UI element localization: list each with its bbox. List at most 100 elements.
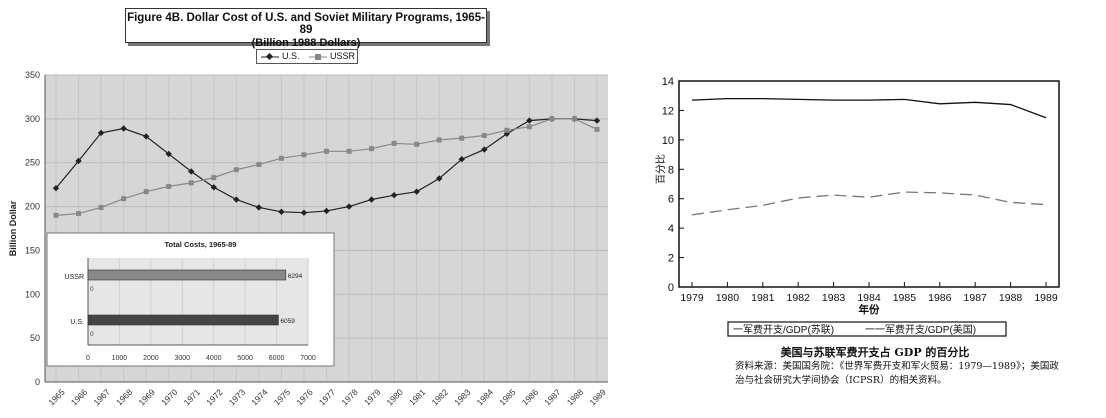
left-x-tick-label: 1975 — [272, 387, 293, 408]
right-x-tick-label: 1984 — [857, 292, 881, 304]
ussr-data-point — [53, 212, 59, 218]
legend-label-ussr: USSR — [330, 51, 356, 61]
right-legend-box — [727, 321, 1007, 337]
left-x-tick-label: 1983 — [452, 387, 473, 408]
left-chart-title-box: Figure 4B. Dollar Cost of U.S. and Sovie… — [125, 8, 487, 49]
right-x-tick-label: 1989 — [1034, 292, 1058, 304]
ussr-gdp-series-line — [691, 98, 1047, 119]
left-x-tick-label: 1974 — [249, 387, 270, 408]
us-gdp-series-line — [691, 191, 1047, 216]
right-y-tick-label: 12 — [662, 105, 674, 117]
right-y-tick-label: 0 — [668, 282, 674, 294]
right-x-tick-label: 1981 — [751, 292, 775, 304]
ussr-data-point — [143, 189, 149, 195]
inset-x-tick-label: 0 — [86, 355, 90, 362]
left-x-tick-label: 1988 — [565, 387, 586, 408]
ussr-data-point — [278, 155, 284, 161]
ussr-data-point — [324, 148, 329, 154]
us-data-point — [413, 188, 420, 195]
us-data-point — [255, 204, 263, 211]
us-data-point — [142, 133, 150, 140]
inset-bar-value-label: 6294 — [288, 273, 303, 280]
ussr-data-point — [504, 127, 510, 133]
us-data-point — [300, 209, 308, 216]
inset-x-tick-label: 1000 — [112, 355, 128, 362]
left-chart-subtitle: (Billion 1988 Dollars) — [251, 37, 361, 49]
right-y-tick-label: 2 — [668, 253, 674, 265]
left-x-tick-label: 1977 — [317, 387, 338, 408]
inset-category-label: U.S. — [70, 319, 84, 326]
us-data-point — [188, 168, 195, 175]
ussr-data-point — [414, 141, 420, 147]
right-y-axis-label: 百分比 — [655, 154, 667, 184]
left-x-tick-label: 1979 — [362, 387, 383, 408]
left-x-tick-label: 1980 — [384, 387, 405, 408]
right-x-tick-label: 1985 — [893, 292, 917, 304]
ussr-data-point — [526, 124, 532, 130]
left-y-tick-label: 200 — [25, 202, 40, 212]
left-x-tick-label: 1965 — [46, 387, 67, 408]
ussr-data-point — [121, 196, 127, 202]
us-data-point — [165, 150, 172, 158]
right-legend-label-ussr: 一军费开支/GDP(苏联) — [733, 323, 834, 336]
right-legend-label-us: 一一军费开支/GDP(美国) — [865, 323, 976, 336]
right-x-tick-label: 1987 — [964, 292, 988, 304]
left-x-tick-label: 1967 — [91, 387, 112, 408]
us-data-point — [526, 117, 533, 124]
left-x-tick-label: 1968 — [114, 387, 135, 408]
us-data-point — [97, 129, 105, 137]
right-y-tick-label: 6 — [668, 194, 674, 206]
left-y-tick-label: 0 — [35, 377, 40, 387]
left-x-tick-label: 1973 — [227, 387, 248, 408]
inset-bar-us — [87, 314, 279, 326]
ussr-data-point — [571, 116, 577, 122]
right-x-tick-label: 1983 — [822, 292, 846, 304]
left-x-tick-label: 1989 — [587, 387, 608, 408]
left-chart-title: Figure 4B. Dollar Cost of U.S. and Sovie… — [127, 12, 485, 36]
us-data-point — [368, 196, 375, 203]
right-y-tick-label: 10 — [662, 135, 674, 147]
ussr-data-point — [391, 140, 397, 146]
right-chart-legend: 一军费开支/GDP(苏联) 一一军费开支/GDP(美国) — [727, 321, 1007, 337]
right-y-tick-label: 8 — [668, 164, 674, 176]
left-x-tick-label: 1971 — [182, 387, 203, 408]
us-data-point — [323, 207, 330, 215]
left-x-tick-label: 1981 — [407, 387, 428, 408]
right-x-tick-label: 1988 — [999, 292, 1023, 304]
left-x-tick-label: 1987 — [542, 387, 563, 408]
inset-x-tick-label: 4000 — [206, 355, 222, 362]
right-chart-source-note: 资料来源：美国国务院：《世界军费开支和军火贸易：1979—1989》；美国政治与… — [735, 361, 1059, 386]
left-x-tick-label: 1982 — [430, 387, 451, 408]
right-plot-frame — [678, 80, 1060, 288]
us-data-point — [390, 191, 398, 199]
left-x-tick-label: 1984 — [475, 387, 496, 408]
left-x-tick-label: 1966 — [69, 387, 90, 408]
inset-bar-zero-label: 0 — [90, 286, 94, 293]
left-y-tick-label: 50 — [30, 333, 40, 343]
us-data-point — [120, 125, 127, 132]
inset-bar-value-label: 6059 — [280, 318, 295, 325]
us-data-point — [481, 146, 488, 153]
ussr-data-point — [256, 161, 262, 167]
right-y-tick-label: 14 — [662, 76, 674, 88]
inset-x-tick-label: 5000 — [237, 355, 253, 362]
inset-x-tick-label: 7000 — [300, 355, 316, 362]
left-y-axis-label: Billion Dollar — [8, 200, 18, 256]
left-y-tick-label: 250 — [25, 158, 40, 168]
us-data-point — [210, 184, 217, 191]
left-chart-legend: U.S. USSR — [256, 49, 358, 64]
us-data-point — [278, 208, 285, 216]
left-x-tick-label: 1970 — [159, 387, 180, 408]
left-x-tick-label: 1976 — [294, 387, 315, 408]
left-line-chart: 0 50 100 150 200 250 300 350 1965 1966 1967 1968 196… — [8, 70, 608, 408]
ussr-data-point — [76, 211, 82, 217]
right-x-tick-label: 1986 — [928, 292, 952, 304]
left-x-tick-label: 1985 — [497, 387, 518, 408]
us-data-point — [593, 117, 601, 124]
left-y-tick-label: 100 — [25, 289, 40, 299]
left-x-tick-label: 1986 — [520, 387, 541, 408]
left-y-tick-label: 150 — [25, 245, 40, 255]
ussr-data-point — [369, 146, 375, 152]
ussr-data-point — [481, 133, 487, 139]
left-y-tick-label: 300 — [25, 114, 40, 124]
